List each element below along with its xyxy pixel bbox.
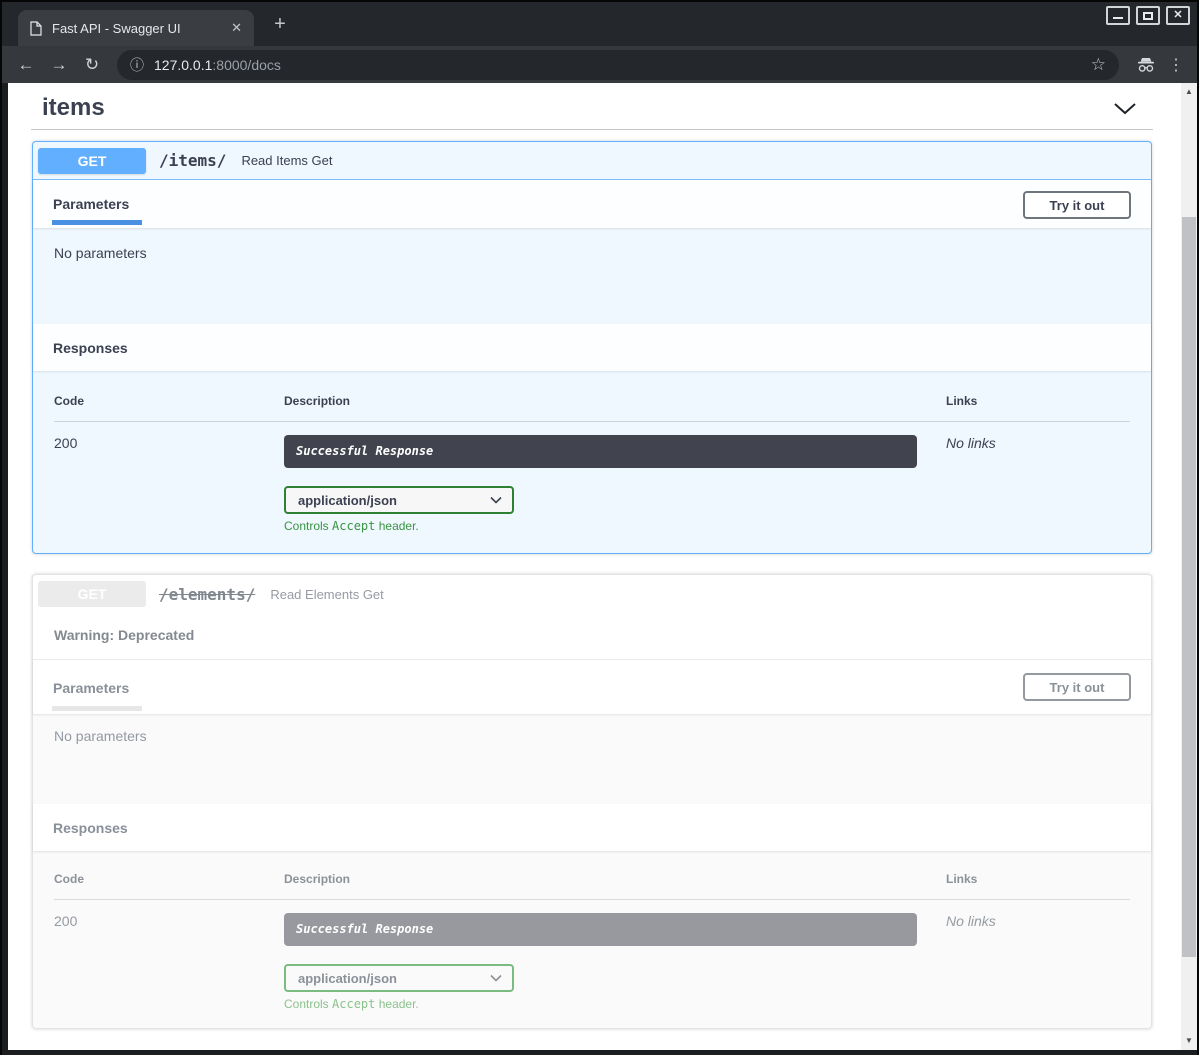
parameters-header: Parameters Try it out — [33, 180, 1151, 228]
tab-strip: Fast API - Swagger UI ✕ + ✕ — [2, 2, 1197, 46]
parameters-title: Parameters — [53, 196, 130, 212]
scrollbar-thumb[interactable] — [1182, 217, 1196, 957]
parameters-body: No parameters — [33, 228, 1151, 324]
responses-body: Code Description Links 200 Successful Re… — [33, 371, 1151, 553]
accept-header-note: Controls Accept header. — [284, 519, 946, 533]
parameters-title: Parameters — [53, 680, 130, 696]
response-links: No links — [946, 913, 996, 929]
site-info-icon[interactable]: ⓘ — [130, 56, 144, 73]
responses-header: Responses — [33, 804, 1151, 851]
tab-title: Fast API - Swagger UI — [52, 20, 181, 36]
page-content: items GET /items/ Read Items Get — [8, 83, 1181, 1050]
try-it-out-button[interactable]: Try it out — [1023, 673, 1131, 701]
parameters-header: Parameters Try it out — [33, 660, 1151, 714]
page-scrollbar[interactable]: ▲ ▼ — [1181, 83, 1197, 1050]
maximize-icon — [1143, 11, 1153, 20]
response-description-cell: Successful Response application/json — [284, 913, 946, 1011]
method-badge: GET — [38, 147, 146, 174]
window-controls: ✕ — [1106, 6, 1190, 25]
endpoint-summary: Read Items Get — [241, 153, 333, 168]
response-description-cell: Successful Response application/json — [284, 435, 946, 533]
method-badge: GET — [38, 581, 146, 607]
accept-note-suffix: header. — [375, 519, 419, 533]
opblock-summary[interactable]: GET /items/ Read Items Get — [33, 142, 1151, 180]
col-description: Description — [284, 394, 351, 408]
response-links: No links — [946, 435, 996, 451]
scroll-up-icon[interactable]: ▲ — [1185, 87, 1193, 96]
responses-table-header: Code Description Links — [54, 394, 1130, 422]
responses-title: Responses — [53, 340, 128, 356]
tag-title: items — [42, 94, 105, 121]
minimize-button[interactable] — [1106, 6, 1130, 25]
url-path: :8000/docs — [212, 56, 281, 73]
try-it-out-button[interactable]: Try it out — [1023, 191, 1131, 219]
response-description: Successful Response — [284, 913, 917, 946]
browser-tab[interactable]: Fast API - Swagger UI ✕ — [18, 10, 254, 46]
chevron-down-icon[interactable] — [1113, 102, 1137, 115]
forward-icon[interactable]: → — [50, 54, 68, 74]
accept-note-suffix: header. — [375, 997, 419, 1011]
response-row: 200 Successful Response application/json — [54, 900, 1130, 1011]
accept-note-prefix: Controls — [284, 997, 333, 1011]
tag-section-header[interactable]: items — [42, 91, 1137, 125]
col-code: Code — [54, 394, 84, 408]
parameters-body: No parameters — [33, 714, 1151, 804]
col-links: Links — [946, 872, 978, 886]
active-tab-underline — [52, 220, 142, 225]
response-description: Successful Response — [284, 435, 917, 468]
accept-note-code: Accept — [332, 519, 376, 533]
media-type-value: application/json — [298, 492, 397, 508]
browser-menu-icon[interactable]: ⋮ — [1168, 56, 1184, 74]
back-icon[interactable]: ← — [17, 54, 35, 74]
response-code: 200 — [54, 913, 78, 929]
close-icon: ✕ — [1173, 9, 1183, 21]
response-code: 200 — [54, 435, 78, 451]
select-chevron-icon — [490, 974, 502, 982]
bookmark-star-icon[interactable]: ☆ — [1090, 54, 1106, 74]
address-bar[interactable]: ⓘ 127.0.0.1 :8000/docs ☆ — [117, 49, 1119, 80]
responses-table-header: Code Description Links — [54, 872, 1130, 900]
endpoint-summary: Read Elements Get — [270, 586, 384, 602]
close-button[interactable]: ✕ — [1166, 6, 1190, 25]
media-type-row: application/json Controls Accept header. — [284, 964, 946, 1011]
endpoint-path: /elements/ — [159, 584, 256, 604]
responses-title: Responses — [53, 820, 128, 836]
opblock-summary[interactable]: GET /elements/ Read Elements Get — [33, 575, 1151, 613]
no-parameters-text: No parameters — [54, 728, 147, 744]
window-body: items GET /items/ Read Items Get — [2, 83, 1197, 1055]
url-host: 127.0.0.1 — [154, 56, 213, 73]
tag-divider — [31, 129, 1153, 130]
incognito-icon — [1136, 57, 1156, 73]
select-chevron-icon — [490, 496, 502, 504]
responses-header: Responses — [33, 324, 1151, 371]
minimize-icon — [1113, 17, 1123, 19]
opblock-get-elements-deprecated: GET /elements/ Read Elements Get Warning… — [32, 574, 1152, 1029]
reload-icon[interactable]: ↻ — [84, 54, 100, 74]
media-type-row: application/json Controls Accept header. — [284, 486, 946, 533]
deprecated-warning: Warning: Deprecated — [33, 613, 1151, 660]
maximize-button[interactable] — [1136, 6, 1160, 25]
accept-header-note: Controls Accept header. — [284, 997, 946, 1011]
active-tab-underline — [52, 706, 142, 711]
tab-close-icon[interactable]: ✕ — [231, 20, 242, 35]
scroll-down-icon[interactable]: ▼ — [1185, 1036, 1193, 1045]
new-tab-button[interactable]: + — [274, 13, 286, 35]
response-row: 200 Successful Response application/json — [54, 422, 1130, 533]
endpoint-path: /items/ — [159, 151, 227, 170]
page-document-icon — [30, 20, 42, 36]
media-type-select[interactable]: application/json — [284, 964, 514, 992]
browser-toolbar: ← → ↻ ⓘ 127.0.0.1 :8000/docs ☆ ⋮ — [2, 46, 1197, 83]
col-description: Description — [284, 872, 351, 886]
accept-note-code: Accept — [332, 997, 376, 1011]
accept-note-prefix: Controls — [284, 519, 333, 533]
responses-body: Code Description Links 200 Successful Re… — [33, 851, 1151, 1028]
col-code: Code — [54, 872, 84, 886]
media-type-value: application/json — [298, 970, 397, 986]
col-links: Links — [946, 394, 978, 408]
opblock-get-items: GET /items/ Read Items Get Parameters Tr… — [32, 141, 1152, 554]
no-parameters-text: No parameters — [54, 245, 147, 261]
media-type-select[interactable]: application/json — [284, 486, 514, 514]
